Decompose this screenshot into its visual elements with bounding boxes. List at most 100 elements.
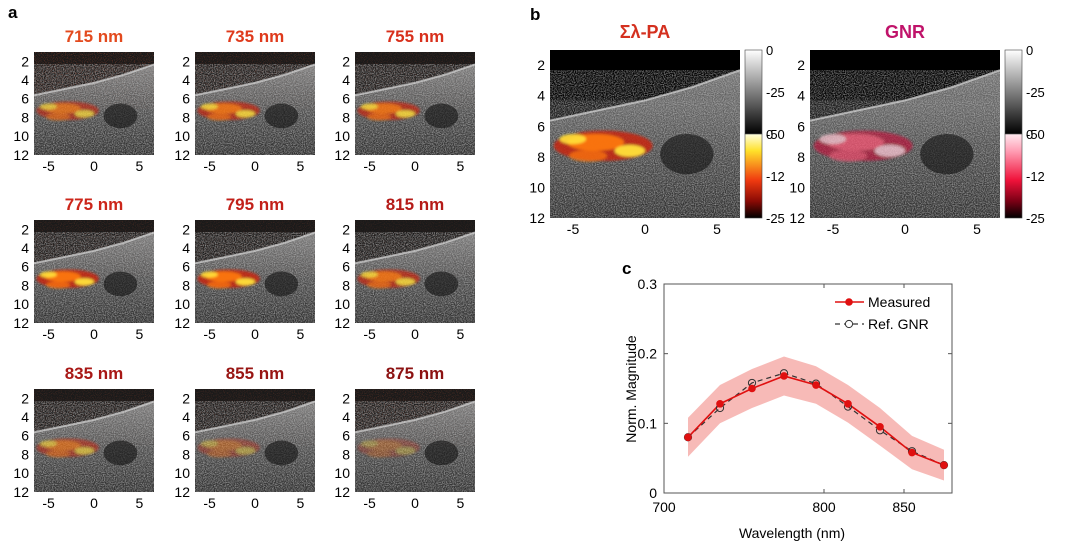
y-tick-label: 12 <box>13 315 29 331</box>
y-tick-label: 8 <box>182 277 190 293</box>
wavelength-panel-755-nm: 755 nm 2 4 6 8 10 12 -5 0 5 <box>334 27 475 174</box>
x-tick-label: 0 <box>90 495 98 511</box>
y-tick-label: 2 <box>21 390 29 406</box>
panel-letter-c: c <box>622 259 631 278</box>
panel-title: 715 nm <box>65 27 124 46</box>
y-tick-label: 12 <box>174 147 190 163</box>
y-tick-label: 12 <box>174 484 190 500</box>
panel-title: 835 nm <box>65 364 124 383</box>
x-tick-label: 5 <box>297 495 305 511</box>
y-tick-label: 8 <box>21 109 29 125</box>
data-point-measured <box>844 400 852 408</box>
y-tick-label: 8 <box>797 149 805 165</box>
legend: Measured Ref. GNR <box>835 294 930 332</box>
x-tick-label: 0 <box>901 221 909 237</box>
image-content <box>195 52 315 155</box>
colorbar-tick: -25 <box>1026 85 1045 100</box>
y-tick-label: 8 <box>21 446 29 462</box>
y-tick-label: 6 <box>21 428 29 444</box>
y-tick-label: 12 <box>529 210 545 226</box>
image-content <box>34 220 154 323</box>
image-content <box>195 389 315 492</box>
x-tick-label: 0 <box>90 326 98 342</box>
colorbar-grayscale <box>1004 49 1023 135</box>
data-point-measured <box>780 372 788 380</box>
colorbar-tick: -50 <box>1026 127 1045 142</box>
image-content <box>355 389 475 492</box>
data-point-measured <box>748 384 756 393</box>
y-tick-label: 12 <box>174 315 190 331</box>
y-tick-label: 4 <box>21 72 29 88</box>
panel-title: 775 nm <box>65 195 124 214</box>
colorbar-tick: -25 <box>766 211 785 226</box>
x-tick-label: -5 <box>203 326 216 342</box>
colorbar-tick: -25 <box>1026 211 1045 226</box>
x-tick-label: 5 <box>713 221 721 237</box>
x-tick-label: 0 <box>251 495 259 511</box>
y-tick-label: 8 <box>182 109 190 125</box>
x-tick-label: 0 <box>251 158 259 174</box>
colorbar-tick: 0 <box>1026 127 1033 142</box>
y-tick-label: 12 <box>334 315 350 331</box>
y-tick-label: 4 <box>21 240 29 256</box>
y-tick-label: 2 <box>342 53 350 69</box>
wavelength-panel-775-nm: 775 nm 2 4 6 8 10 12 -5 0 5 <box>13 195 154 342</box>
y-tick-label: 4 <box>342 409 350 425</box>
y-tick-label: 10 <box>174 296 190 312</box>
y-tick-label: 6 <box>342 428 350 444</box>
y-tick-label: 10 <box>789 179 805 195</box>
x-tick-label: -5 <box>203 495 216 511</box>
y-axis-label: Norm. Magnitude <box>623 335 639 443</box>
y-tick-label: 10 <box>334 296 350 312</box>
legend-label-measured: Measured <box>868 294 930 310</box>
x-tick-label: 5 <box>136 326 144 342</box>
y-tick-label: 8 <box>342 446 350 462</box>
x-tick-label: 5 <box>457 495 465 511</box>
panel-title: Σλ-PA <box>620 22 670 42</box>
y-tick-label: 10 <box>13 128 29 144</box>
y-tick-label: 4 <box>797 88 805 104</box>
y-tick-label: 4 <box>342 72 350 88</box>
data-point-measured <box>684 433 692 442</box>
image-content <box>810 50 1000 218</box>
colorbar-tick: -25 <box>766 85 785 100</box>
wavelength-panel-835-nm: 835 nm 2 4 6 8 10 12 -5 0 5 <box>13 364 154 511</box>
y-tick-label: 8 <box>182 446 190 462</box>
y-tick-label: 6 <box>21 91 29 107</box>
colorbar-tick: 0 <box>766 43 773 58</box>
x-tick-label: 0 <box>411 326 419 342</box>
x-tick-label: -5 <box>363 158 376 174</box>
y-tick-label: 2 <box>182 221 190 237</box>
panel-title: 815 nm <box>386 195 445 214</box>
x-tick-label: 0 <box>90 158 98 174</box>
legend-marker-ref-gnr <box>844 319 854 329</box>
y-tick-label: 0.1 <box>638 415 658 431</box>
x-tick-label: 5 <box>297 326 305 342</box>
legend-label-ref-gnr: Ref. GNR <box>868 316 929 332</box>
x-tick-label: 850 <box>892 499 916 515</box>
y-tick-label: 2 <box>342 390 350 406</box>
colorbar-tick: 0 <box>1026 43 1033 58</box>
wavelength-panel-735-nm: 735 nm 2 4 6 8 10 12 -5 0 5 <box>174 27 315 174</box>
x-tick-label: -5 <box>363 495 376 511</box>
x-tick-label: -5 <box>827 221 840 237</box>
y-tick-label: 6 <box>342 91 350 107</box>
y-tick-label: 6 <box>342 259 350 275</box>
x-tick-label: 0 <box>641 221 649 237</box>
y-tick-label: 2 <box>182 53 190 69</box>
x-axis-label: Wavelength (nm) <box>739 525 845 541</box>
colorbar-tick: -12 <box>1026 169 1045 184</box>
wavelength-panel-875-nm: 875 nm 2 4 6 8 10 12 -5 0 5 <box>334 364 475 511</box>
y-tick-label: 4 <box>182 72 190 88</box>
y-ticks: 0 0.1 0.2 0.3 <box>638 276 952 501</box>
y-tick-label: 2 <box>182 390 190 406</box>
x-tick-label: 0 <box>411 158 419 174</box>
y-tick-label: 4 <box>21 409 29 425</box>
colorbar-signal <box>1004 133 1023 219</box>
panel-title: 755 nm <box>386 27 445 46</box>
y-tick-label: 8 <box>342 109 350 125</box>
y-tick-label: 0.3 <box>638 276 658 292</box>
colorbar-tick: -50 <box>766 127 785 142</box>
